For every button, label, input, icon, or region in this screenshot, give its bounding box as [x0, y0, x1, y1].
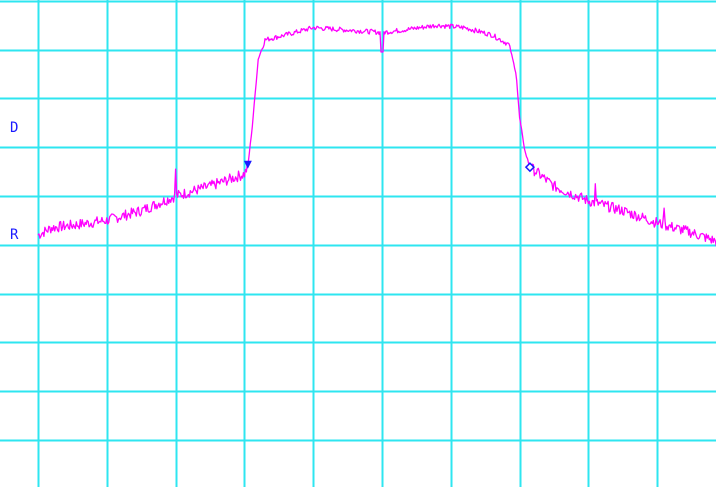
markers: [243, 160, 535, 173]
reference-level-label: R: [10, 227, 19, 244]
trace: [37, 23, 716, 247]
trace-line: [37, 23, 716, 247]
display-line-label: D: [10, 119, 19, 136]
marker-2-icon: [524, 162, 535, 173]
marker-1-icon: [243, 160, 252, 169]
